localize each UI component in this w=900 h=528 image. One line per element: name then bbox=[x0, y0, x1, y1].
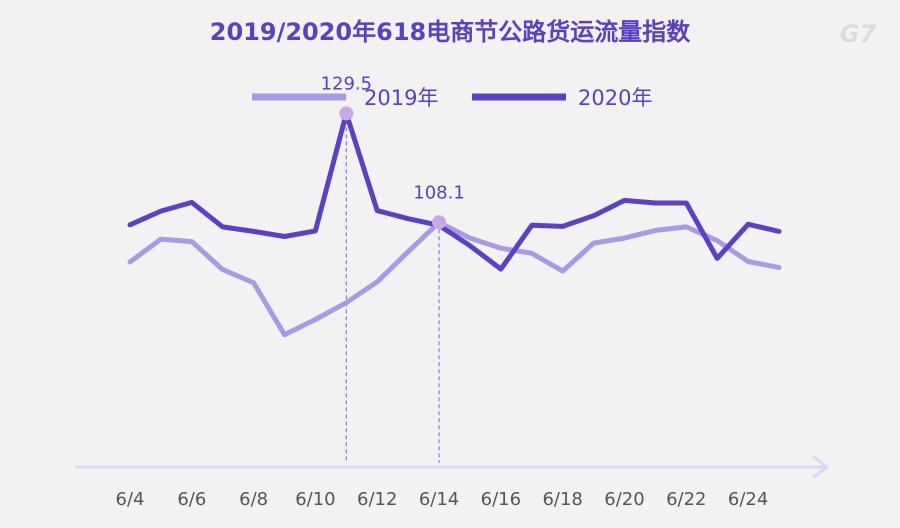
legend-label-2019: 2019年 bbox=[364, 86, 438, 110]
series-line-2020 bbox=[127, 110, 782, 272]
x-tick-label: 6/8 bbox=[239, 489, 268, 510]
x-tick-label: 6/22 bbox=[666, 489, 706, 510]
series-lines bbox=[127, 110, 782, 338]
x-tick-label: 6/24 bbox=[728, 489, 768, 510]
series-line-2019 bbox=[127, 219, 782, 338]
x-axis-arrow bbox=[812, 455, 829, 479]
g7-logo: G7 bbox=[840, 20, 877, 48]
legend: 2019年 2020年 bbox=[252, 86, 652, 110]
x-tick-label: 6/20 bbox=[604, 489, 644, 510]
x-tick-label: 6/16 bbox=[481, 489, 521, 510]
annotation-marker bbox=[339, 106, 354, 121]
annotation-guides bbox=[345, 113, 440, 463]
x-tick-label: 6/12 bbox=[357, 489, 397, 510]
annotation-marker bbox=[432, 215, 447, 230]
x-axis-ticks: 6/4 6/6 6/8 6/10 6/12 6/14 6/16 6/18 6/20 6/22 6/2… bbox=[116, 489, 769, 510]
annotation-markers: 129.5 108.1 bbox=[321, 73, 465, 230]
x-tick-label: 6/6 bbox=[177, 489, 206, 510]
annotation-label: 129.5 bbox=[321, 73, 373, 94]
x-tick-label: 6/14 bbox=[419, 489, 459, 510]
x-axis: 6/4 6/6 6/8 6/10 6/12 6/14 6/16 6/18 6/20 6/22 6/2… bbox=[75, 455, 829, 510]
legend-label-2020: 2020年 bbox=[578, 86, 652, 110]
x-tick-label: 6/18 bbox=[542, 489, 582, 510]
annotation-label: 108.1 bbox=[413, 182, 465, 203]
chart-title: 2019/2020年618电商节公路货运流量指数 bbox=[210, 18, 691, 46]
x-tick-label: 6/10 bbox=[295, 489, 335, 510]
x-tick-label: 6/4 bbox=[116, 489, 145, 510]
